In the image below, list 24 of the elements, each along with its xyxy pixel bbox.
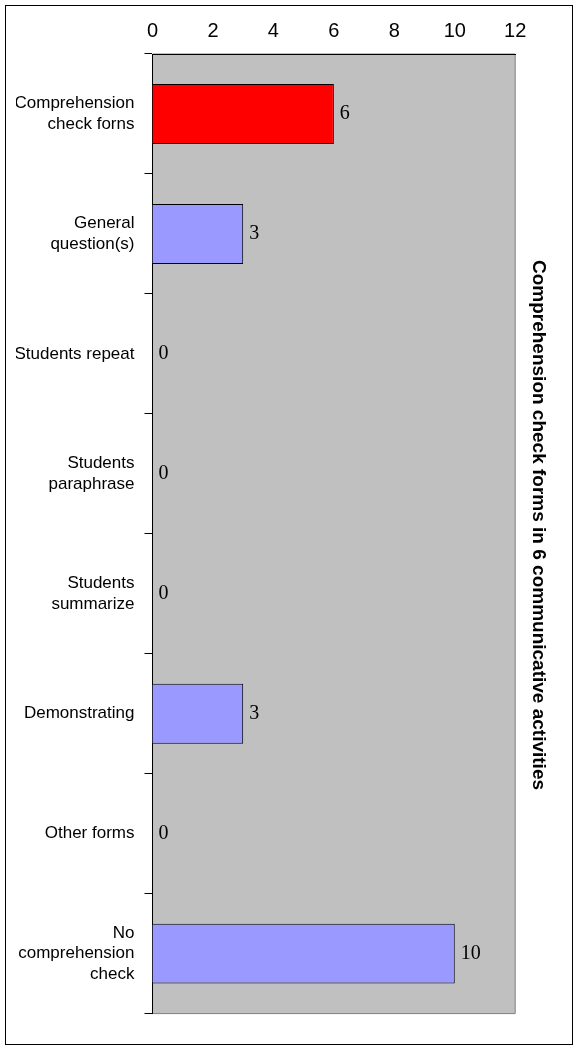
- y-tick-label: Students repeat: [14, 343, 135, 363]
- data-label: 3: [249, 700, 260, 723]
- data-label: 0: [158, 461, 169, 484]
- y-tick-label: Students summarize: [51, 573, 135, 613]
- data-label: 0: [158, 820, 169, 843]
- x-tick-label: 10: [443, 18, 466, 41]
- x-tick-label: 8: [388, 18, 400, 41]
- y-tick-label: Students paraphrase: [48, 453, 135, 493]
- y-tick-label: Other forms: [44, 823, 135, 843]
- y-tick-label: General question(s): [50, 213, 135, 253]
- data-label: 0: [158, 581, 169, 604]
- data-label: 0: [158, 341, 169, 364]
- y-tick-label: Demonstrating: [23, 703, 135, 723]
- x-tick-label: 4: [267, 18, 279, 41]
- x-tick-label: 2: [207, 18, 219, 41]
- data-label: 6: [339, 101, 350, 124]
- y-tick-label: Comprehension check forns: [14, 93, 135, 133]
- data-label: 3: [249, 221, 260, 244]
- x-tick-label: 0: [146, 18, 159, 41]
- x-tick-label: 12: [504, 18, 527, 41]
- x-tick-label: 6: [328, 18, 340, 41]
- text: Comprehension check forms in 6 communicative activities: [529, 259, 551, 791]
- y-tick-label: No comprehension check: [18, 922, 135, 983]
- data-label: 10: [460, 940, 481, 963]
